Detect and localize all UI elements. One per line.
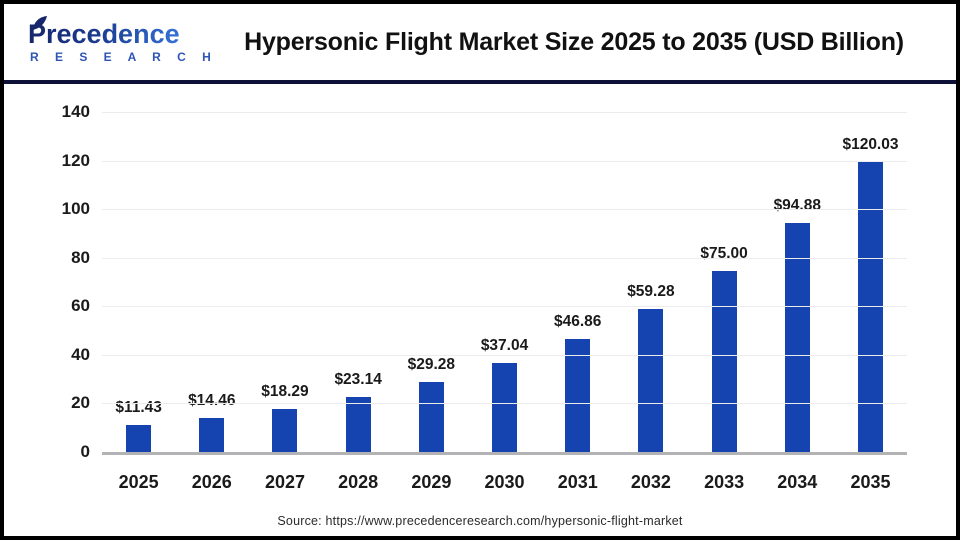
bar <box>126 425 152 453</box>
bar-value-label: $14.46 <box>188 391 236 409</box>
bar-group: $14.46 2026 <box>175 113 248 492</box>
bar-group: $75.00 2033 <box>688 113 761 492</box>
x-axis-label: 2028 <box>338 472 379 492</box>
y-axis-tick-label: 120 <box>61 150 90 170</box>
y-axis-tick-label: 0 <box>80 442 90 461</box>
bar <box>638 309 664 453</box>
bar-group: $23.14 2028 <box>322 113 395 492</box>
bar <box>418 381 444 453</box>
x-axis-label: 2031 <box>557 472 598 492</box>
y-axis-tick-label: 20 <box>71 393 90 413</box>
x-axis-label: 2025 <box>118 472 159 492</box>
bar-value-label: $59.28 <box>627 283 675 301</box>
bar-value-label: $11.43 <box>115 399 162 417</box>
x-axis-label: 2027 <box>264 472 305 492</box>
bar <box>272 408 298 453</box>
bar-value-label: $23.14 <box>334 370 382 388</box>
source-text: Source: https://www.precedenceresearch.c… <box>277 514 683 528</box>
bar <box>199 417 225 453</box>
header: Precedence R E S E A R C H Hypersonic Fl… <box>4 4 956 80</box>
y-axis-tick-label: 40 <box>71 344 90 364</box>
bar <box>565 339 591 453</box>
bars-row: $11.43 2025 $14.46 2026 $18.29 2027 $23.14 2028… <box>102 113 907 493</box>
bar-value-label: $37.04 <box>480 337 529 355</box>
bar-value-label: $75.00 <box>700 244 748 262</box>
x-axis-label: 2032 <box>630 472 671 492</box>
gridline <box>102 209 907 211</box>
logo-brand-row: Precedence <box>28 16 222 49</box>
x-axis-label: 2029 <box>411 472 452 492</box>
bar-group: $37.04 2030 <box>468 113 541 492</box>
header-divider <box>4 80 956 84</box>
x-axis-label: 2033 <box>704 472 745 492</box>
bar-value-label: $18.29 <box>261 382 309 400</box>
bar-group: $94.88 2034 <box>761 113 834 492</box>
y-axis-tick-label: 60 <box>71 296 90 316</box>
logo-sub-text: R E S E A R C H <box>30 50 218 64</box>
bar-group: $11.43 2025 <box>102 113 175 492</box>
bar-value-label: $120.03 <box>842 135 899 153</box>
gridline <box>102 160 907 162</box>
gridline <box>102 112 907 113</box>
x-axis-label: 2035 <box>850 472 891 492</box>
gridline <box>102 354 907 356</box>
y-axis: 0 20 40 60 80 100 120 140 <box>4 102 90 461</box>
x-axis-label: 2026 <box>191 472 232 492</box>
x-axis-label: 2034 <box>777 472 818 492</box>
bar-group: $59.28 2032 <box>614 113 687 492</box>
precedence-research-logo: Precedence R E S E A R C H <box>4 16 222 64</box>
gridline <box>102 306 907 308</box>
page-title: Hypersonic Flight Market Size 2025 to 20… <box>244 27 904 56</box>
bar-group: $29.28 2029 <box>395 113 468 492</box>
y-axis-tick-label: 80 <box>71 247 90 267</box>
y-axis-tick-label: 140 <box>61 102 90 121</box>
gridline <box>102 257 907 259</box>
bar-value-label: $46.86 <box>554 313 602 331</box>
leaf-icon <box>29 15 49 39</box>
plot-area: $11.43 2025 $14.46 2026 $18.29 2027 $23.14 2028… <box>102 112 907 493</box>
bar-value-label: $94.88 <box>773 196 821 214</box>
x-axis-line <box>102 452 907 455</box>
bar <box>784 222 810 453</box>
x-axis-label: 2030 <box>484 472 525 492</box>
logo-brand-text: Precedence <box>28 19 180 49</box>
bar-group: $18.29 2027 <box>248 113 321 492</box>
y-axis-tick-label: 100 <box>61 199 90 219</box>
bar <box>711 270 737 453</box>
gridline <box>102 403 907 405</box>
chart-container: 0 20 40 60 80 100 120 140 $11.43 2025 $14.46 2026 $… <box>4 84 956 532</box>
title-zone: Hypersonic Flight Market Size 2025 to 20… <box>222 28 956 57</box>
bar <box>492 363 518 453</box>
bar <box>345 396 371 453</box>
bar-value-label: $29.28 <box>407 355 456 373</box>
bar-group: $46.86 2031 <box>541 113 614 492</box>
bar-group: $120.03 2035 <box>834 113 907 493</box>
